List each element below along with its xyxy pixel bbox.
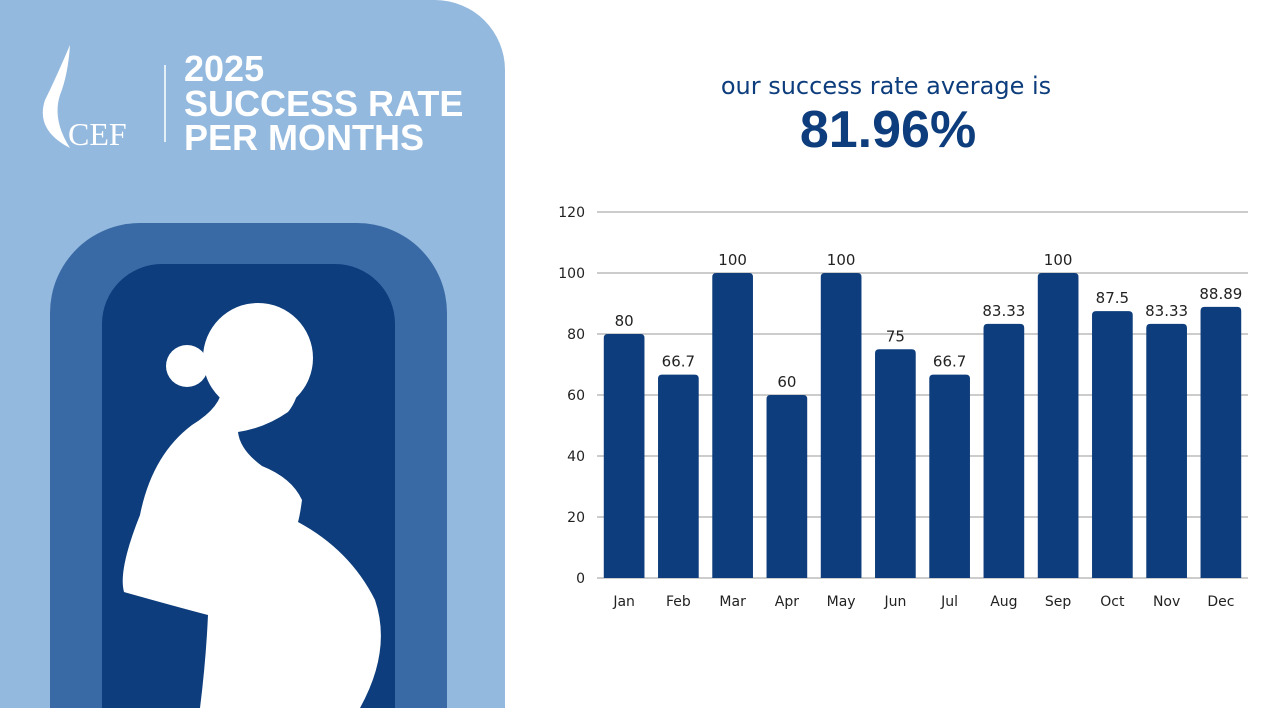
y-tick-label: 100 [558, 266, 585, 282]
y-tick-label: 120 [558, 205, 585, 221]
y-tick-label: 20 [567, 510, 585, 526]
value-label: 83.33 [982, 302, 1025, 320]
bar [1037, 273, 1079, 578]
x-tick-label: Oct [1100, 594, 1125, 610]
x-tick-label: Sep [1045, 594, 1072, 610]
x-tick-label: Nov [1153, 594, 1180, 610]
x-tick-label: May [827, 594, 856, 610]
value-label: 100 [1044, 251, 1073, 269]
y-tick-label: 80 [567, 327, 585, 343]
title-line: SUCCESS RATE [184, 83, 463, 124]
bar [929, 374, 970, 578]
y-tick-label: 0 [576, 571, 585, 587]
title-line: PER MONTHS [184, 117, 424, 158]
x-tick-label: Aug [990, 594, 1017, 610]
value-label: 66.7 [662, 353, 695, 371]
bar [712, 273, 753, 578]
value-label: 66.7 [933, 353, 966, 371]
x-tick-label: Mar [719, 594, 746, 610]
bar [658, 374, 699, 578]
logo-drop [42, 45, 70, 148]
bar [820, 273, 862, 578]
bar [1092, 311, 1133, 578]
x-tick-label: Feb [666, 594, 691, 610]
bar [1200, 306, 1242, 578]
value-label: 87.5 [1096, 289, 1129, 307]
value-label: 83.33 [1145, 302, 1188, 320]
y-tick-label: 40 [567, 449, 585, 465]
value-label: 60 [777, 373, 796, 391]
x-tick-label: Dec [1207, 594, 1234, 610]
value-label: 100 [827, 251, 856, 269]
silhouette [122, 303, 381, 708]
bar [1146, 323, 1187, 578]
value-label: 100 [718, 251, 747, 269]
y-tick-label: 60 [567, 388, 585, 404]
x-tick-label: Apr [775, 594, 799, 610]
bar [766, 395, 808, 578]
title-line: 2025 [184, 48, 264, 89]
bar [875, 349, 916, 578]
x-tick-label: Jul [940, 594, 958, 610]
summary-value: 81.96% [800, 101, 976, 159]
summary-label: our success rate average is [721, 72, 1051, 100]
bar [983, 323, 1025, 578]
bar [603, 334, 645, 578]
x-tick-label: Jan [612, 594, 635, 610]
value-label: 75 [886, 327, 905, 345]
logo-text: CEF [68, 116, 127, 152]
x-tick-label: Jun [883, 594, 906, 610]
value-label: 88.89 [1199, 285, 1242, 303]
value-label: 80 [615, 312, 634, 330]
